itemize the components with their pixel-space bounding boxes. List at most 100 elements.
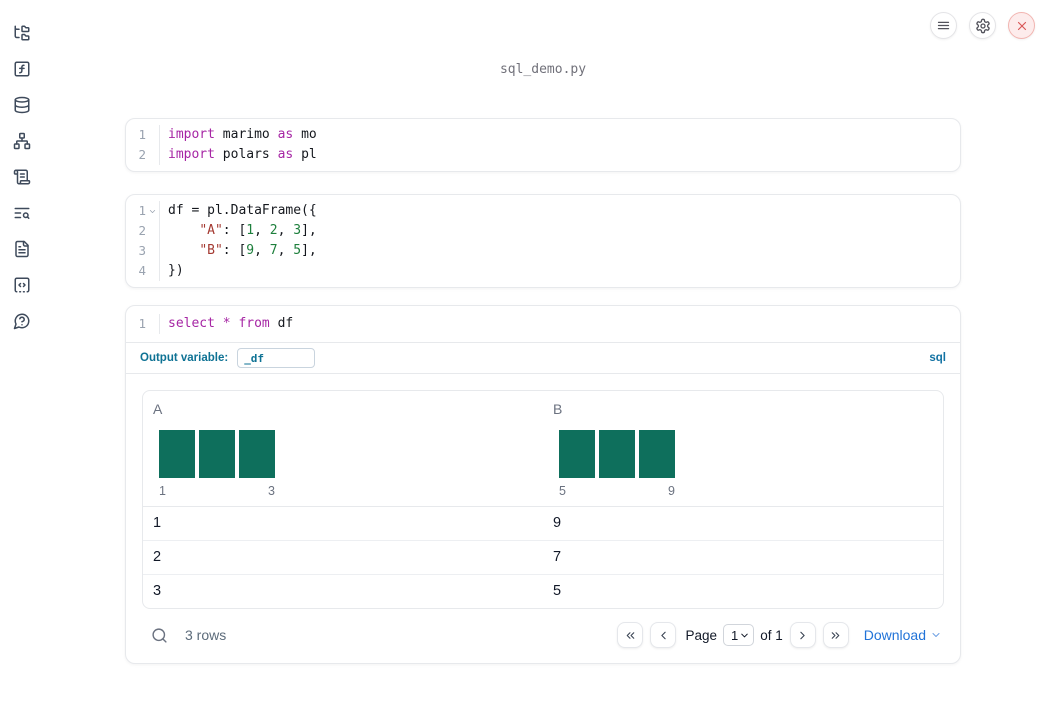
- fold-chevron-icon[interactable]: [146, 207, 159, 216]
- line-gutter: 3: [126, 241, 160, 261]
- table-cell[interactable]: 3: [153, 583, 162, 599]
- table-cell[interactable]: 1: [153, 515, 162, 531]
- column-histogram[interactable]: [159, 430, 275, 478]
- sidebar-item-scroll-text[interactable]: [13, 168, 31, 186]
- code-line[interactable]: 1 select * from df: [126, 314, 960, 334]
- square-function-icon: [13, 60, 31, 78]
- sidebar-item-folder-tree[interactable]: [13, 24, 31, 42]
- settings-button[interactable]: [969, 12, 996, 39]
- code-content[interactable]: }): [160, 261, 184, 281]
- sidebar-item-file-text[interactable]: [13, 240, 31, 258]
- code-token: polars: [214, 147, 278, 162]
- notebook-filename: sql_demo.py: [499, 62, 587, 77]
- code-token: import: [168, 127, 215, 142]
- search-icon[interactable]: [151, 627, 168, 644]
- column-name: A: [153, 401, 163, 417]
- code-content[interactable]: "B": [9, 7, 5],: [160, 241, 316, 261]
- code-editor[interactable]: 1 import marimo as mo 2 import polars as pl: [126, 119, 960, 171]
- code-token: 7: [269, 243, 278, 258]
- notebook-actions-toolbar: [930, 12, 1035, 39]
- table-cell[interactable]: 9: [553, 515, 562, 531]
- code-content[interactable]: df = pl.DataFrame({: [160, 201, 317, 221]
- column-histogram[interactable]: [559, 430, 675, 478]
- code-token: 2: [269, 223, 278, 238]
- code-token: "B": [199, 243, 223, 258]
- sidebar-item-network[interactable]: [13, 132, 31, 150]
- chevron-down-icon: [739, 630, 750, 641]
- line-number: 1: [138, 316, 146, 331]
- download-button[interactable]: Download: [864, 627, 942, 643]
- code-token: pl: [293, 147, 317, 162]
- code-token: [215, 316, 223, 331]
- code-token: ,: [277, 223, 294, 238]
- sidebar-item-text-search[interactable]: [13, 204, 31, 222]
- last-page-button[interactable]: [822, 622, 849, 648]
- code-token: }): [168, 263, 184, 278]
- cell-imports[interactable]: 1 import marimo as mo 2 import polars as pl: [125, 118, 961, 172]
- sidebar-item-square-function[interactable]: [13, 60, 31, 78]
- code-line[interactable]: 1 import marimo as mo: [126, 125, 960, 145]
- code-editor[interactable]: 1 df = pl.DataFrame({2 "A": [1, 2, 3], 3 "…: [126, 195, 960, 287]
- code-token: ,: [254, 243, 270, 258]
- code-line[interactable]: 2 "A": [1, 2, 3],: [126, 221, 960, 241]
- code-content[interactable]: import polars as pl: [160, 145, 317, 165]
- file-text-icon: [13, 240, 31, 258]
- code-token: *: [222, 316, 231, 331]
- cell-sql[interactable]: 1 select * from df Output variable: _df s…: [125, 305, 961, 664]
- sql-editor[interactable]: 1 select * from df: [126, 306, 960, 342]
- code-token: select: [168, 316, 215, 331]
- line-number: 3: [138, 243, 146, 258]
- line-gutter: 1: [126, 125, 160, 145]
- code-token: 9: [246, 243, 255, 258]
- code-line[interactable]: 2 import polars as pl: [126, 145, 960, 165]
- chevron-right-icon: [796, 629, 809, 642]
- previous-page-button[interactable]: [650, 622, 677, 648]
- histogram-bar: [599, 430, 635, 478]
- line-gutter: 1: [126, 314, 160, 334]
- cell-dataframe[interactable]: 1 df = pl.DataFrame({2 "A": [1, 2, 3], 3 "…: [125, 194, 961, 288]
- chevrons-right-icon: [829, 629, 842, 642]
- code-line[interactable]: 1 df = pl.DataFrame({: [126, 201, 960, 221]
- code-line[interactable]: 3 "B": [9, 7, 5],: [126, 241, 960, 261]
- shutdown-button[interactable]: [1008, 12, 1035, 39]
- row-count: 3 rows: [185, 627, 227, 643]
- table-cell[interactable]: 2: [153, 549, 162, 565]
- page-select[interactable]: 1: [722, 624, 755, 646]
- help-circle-icon: [13, 312, 31, 330]
- page-total-label: of 1: [760, 627, 783, 643]
- table-cell[interactable]: 7: [553, 549, 562, 565]
- sidebar-item-help-circle[interactable]: [13, 312, 31, 330]
- language-badge: sql: [929, 352, 946, 364]
- settings-icon: [975, 18, 991, 34]
- histogram-axis-label: 1: [159, 484, 166, 498]
- histogram-bar: [559, 430, 595, 478]
- output-variable-input[interactable]: _df: [237, 348, 316, 368]
- code-token: marimo: [214, 127, 278, 142]
- code-content[interactable]: import marimo as mo: [160, 125, 317, 145]
- line-gutter: 2: [126, 221, 160, 241]
- next-page-button[interactable]: [789, 622, 816, 648]
- sidebar-item-square-code[interactable]: [13, 276, 31, 294]
- table-cell[interactable]: 5: [553, 583, 562, 599]
- menu-button[interactable]: [930, 12, 957, 39]
- code-line[interactable]: 4}): [126, 261, 960, 281]
- first-page-button[interactable]: [617, 622, 644, 648]
- code-content[interactable]: "A": [1, 2, 3],: [160, 221, 316, 241]
- line-number: 2: [138, 223, 146, 238]
- sidebar-item-database[interactable]: [13, 96, 31, 114]
- code-token: [168, 223, 199, 238]
- network-icon: [13, 132, 31, 150]
- histogram-bar: [639, 430, 675, 478]
- line-gutter: 4: [126, 261, 160, 281]
- code-content[interactable]: select * from df: [160, 314, 293, 334]
- menu-icon: [936, 18, 951, 33]
- output-variable-label: Output variable:: [140, 352, 229, 364]
